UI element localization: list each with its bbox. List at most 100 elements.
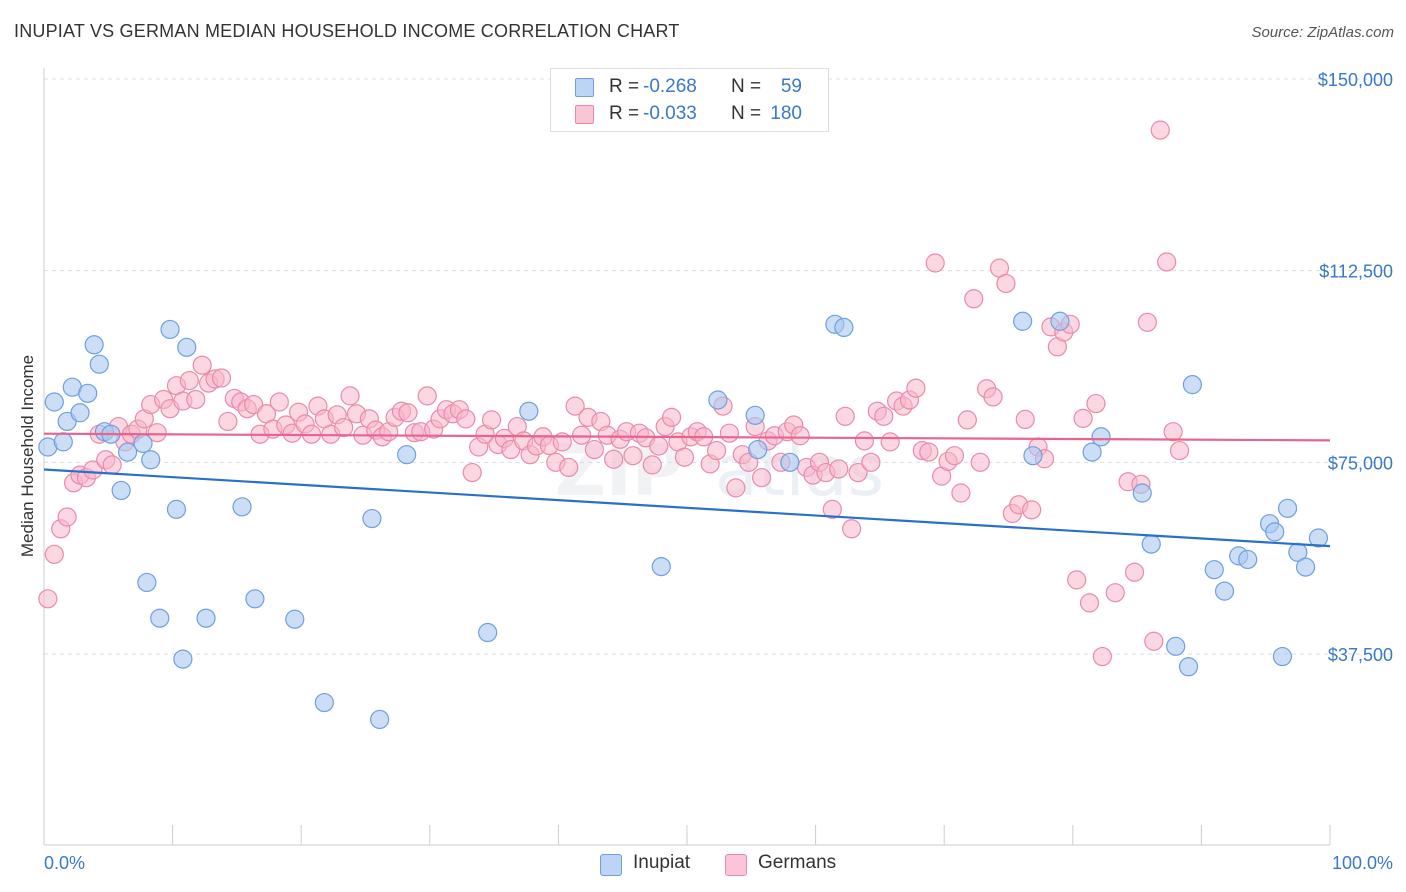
inupiat-point — [1166, 636, 1186, 656]
inupiat-point — [1050, 311, 1070, 331]
inupiat-point — [173, 649, 193, 669]
chart-title: INUPIAT VS GERMAN MEDIAN HOUSEHOLD INCOM… — [14, 21, 680, 41]
inupiat-point — [1082, 442, 1102, 462]
inupiat-point — [133, 433, 153, 454]
germans-point — [751, 468, 772, 488]
inupiat-legend-swatch — [600, 854, 622, 876]
inupiat-point — [1238, 549, 1258, 570]
inupiat-point — [1277, 498, 1298, 518]
inupiat-point — [370, 709, 390, 730]
legend-r-value: -0.033 — [643, 103, 697, 124]
x-tick-label-end: 100.0% — [1332, 853, 1393, 873]
tick-labels: $37,500 $75,000 $112,500 $150,000 0.0% 100.0% — [44, 70, 1393, 873]
germans-point — [1086, 393, 1106, 414]
germans-point — [880, 432, 900, 452]
germans-point — [1073, 408, 1093, 428]
germans-point — [1150, 120, 1170, 140]
inupiat-point — [245, 589, 265, 609]
germans-point — [398, 403, 418, 423]
germans-point — [340, 386, 360, 406]
y-tick-label: $150,000 — [1318, 70, 1393, 90]
inupiat-point — [137, 572, 157, 593]
legend-n-label: N = — [731, 103, 762, 124]
germans-point — [919, 442, 939, 462]
legend: R = -0.268 N = 59 R = -0.033 N = 180 — [550, 68, 829, 132]
trend-lines — [43, 432, 1331, 548]
legend-r-label: R = — [609, 103, 640, 124]
inupiat-point — [1204, 560, 1224, 580]
germans-point — [706, 440, 727, 461]
germans-point — [674, 447, 695, 467]
germans-point — [456, 409, 476, 429]
germans-point — [211, 368, 232, 388]
inupiat-point — [1214, 581, 1235, 601]
germans-point — [661, 407, 682, 427]
inupiat-legend-label: Inupiat — [633, 852, 691, 873]
y-tick-label: $75,000 — [1328, 453, 1393, 473]
germans-point — [719, 423, 740, 443]
germans-point — [957, 410, 977, 430]
inupiat-point — [745, 405, 765, 425]
germans-point — [147, 423, 167, 443]
inupiat-point — [748, 439, 768, 460]
germans-point — [854, 431, 875, 451]
axes — [43, 68, 1331, 846]
germans-point — [179, 370, 199, 391]
inupiat-point — [1023, 446, 1043, 466]
legend-row-germans: R = -0.033 N = 180 — [551, 102, 828, 128]
germans-point — [481, 410, 502, 430]
germans-point — [417, 386, 437, 406]
inupiat-point — [53, 432, 73, 452]
germans-point — [1079, 593, 1100, 613]
germans-point — [1169, 440, 1190, 461]
germans-point — [642, 455, 662, 475]
germans-point — [623, 446, 643, 466]
inupiat-point — [651, 556, 671, 577]
germans-point — [925, 253, 945, 273]
inupiat-point — [362, 508, 382, 529]
germans-point — [565, 396, 585, 416]
legend-n-value: 180 — [770, 103, 802, 124]
germans-point — [996, 273, 1016, 294]
inupiat-swatch — [575, 78, 594, 97]
inupiat-point — [117, 442, 138, 462]
source-credit: Source: ZipAtlas.com — [1251, 24, 1394, 41]
germans-point — [874, 406, 894, 426]
germans-point — [970, 452, 990, 472]
y-tick-label: $112,500 — [1319, 262, 1393, 282]
inupiat-point — [285, 609, 305, 629]
inupiat-point — [177, 337, 197, 357]
germans-point — [44, 544, 64, 564]
inupiat-point — [111, 480, 131, 501]
germans-point — [861, 452, 881, 472]
germans-point — [334, 417, 354, 438]
inupiat-point — [1182, 375, 1202, 395]
germans-point — [83, 460, 103, 480]
germans-legend-swatch — [725, 854, 747, 876]
germans-point — [559, 457, 579, 478]
germans-point — [1144, 631, 1164, 651]
germans-point — [218, 411, 238, 432]
inupiat-point — [1178, 657, 1199, 677]
germans-point — [192, 355, 212, 375]
germans-point — [951, 483, 971, 503]
inupiat-point — [708, 390, 728, 410]
germans-swatch — [575, 105, 594, 124]
legend-r-label: R = — [609, 76, 640, 97]
germans-point — [604, 449, 624, 469]
inupiat-point — [70, 403, 90, 423]
inupiat-point — [1091, 427, 1111, 447]
inupiat-point — [89, 354, 109, 374]
inupiat-point — [478, 622, 498, 643]
legend-n-value: 59 — [780, 76, 802, 97]
legend-n-label: N = — [731, 76, 762, 97]
germans-point — [102, 455, 122, 475]
inupiat-point — [1295, 557, 1316, 577]
inupiat-point — [141, 450, 161, 470]
germans-point — [57, 507, 77, 527]
legend-row-inupiat: R = -0.268 N = 59 — [551, 75, 828, 101]
inupiat-point — [397, 445, 417, 465]
inupiat-point — [150, 608, 170, 628]
germans-point — [1022, 500, 1042, 520]
